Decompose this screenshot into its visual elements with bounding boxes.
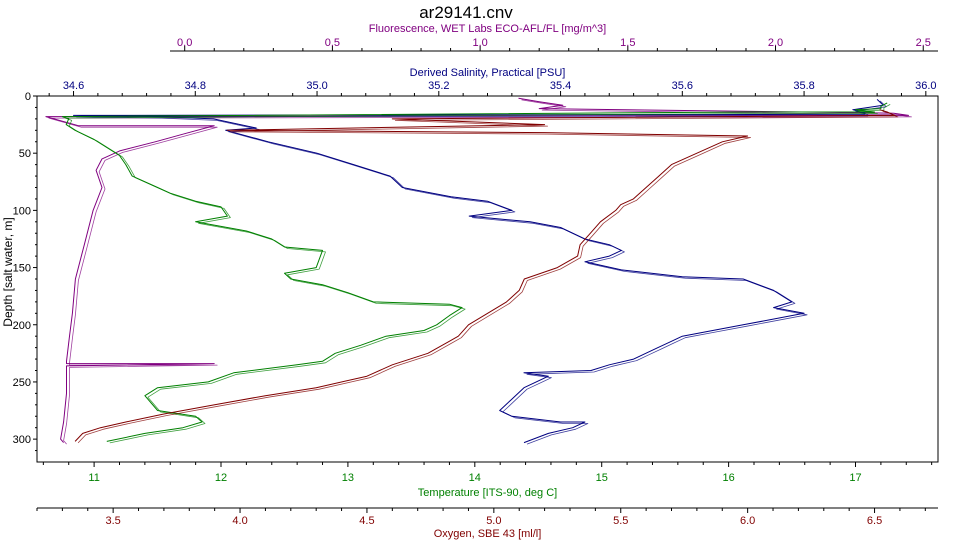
oxygen-axis-label: Oxygen, SBE 43 [ml/l] bbox=[434, 528, 542, 540]
chart-title: ar29141.cnv bbox=[419, 3, 513, 22]
oxygen-series bbox=[74, 109, 899, 444]
y-tick-label: 100 bbox=[13, 205, 31, 217]
y-tick-label: 150 bbox=[13, 263, 31, 275]
salinity-tick-label: 35.2 bbox=[428, 80, 449, 92]
axes-layer: 0 50 100 150 200 250 300 0.0 0.5 1.0 1.5 2.0 2.5 Fluo… bbox=[13, 23, 938, 540]
salinity-tick-label: 35.4 bbox=[550, 80, 571, 92]
temperature-tick-label: 13 bbox=[342, 472, 354, 484]
oxygen-tick-label: 3.5 bbox=[105, 515, 120, 527]
y-tick-label: 300 bbox=[13, 434, 31, 446]
salinity-series bbox=[73, 99, 887, 445]
fluorescence-axis: 0.0 0.5 1.0 1.5 2.0 2.5 Fluorescence, WET Labs… bbox=[170, 23, 938, 52]
y-tick-label: 250 bbox=[13, 377, 31, 389]
fluorescence-tick-label: 1.5 bbox=[620, 37, 635, 49]
oxygen-tick-label: 4.0 bbox=[232, 515, 247, 527]
oxygen-tick-label: 6.5 bbox=[867, 515, 882, 527]
salinity-trace-upcast bbox=[76, 100, 887, 445]
fluorescence-tick-label: 0.0 bbox=[177, 37, 192, 49]
fluorescence-tick-label: 0.5 bbox=[325, 37, 340, 49]
y-tick-label: 0 bbox=[25, 91, 31, 103]
series-layer bbox=[45, 97, 912, 445]
y-tick-label: 50 bbox=[19, 148, 31, 160]
salinity-axis-label: Derived Salinity, Practical [PSU] bbox=[410, 67, 566, 79]
temperature-axis-label: Temperature [ITS-90, deg C] bbox=[418, 487, 557, 499]
temperature-tick-label: 11 bbox=[88, 472, 99, 484]
oxygen-trace-upcast bbox=[77, 110, 899, 444]
temperature-tick-label: 16 bbox=[722, 472, 734, 484]
temperature-tick-label: 15 bbox=[596, 472, 608, 484]
salinity-tick-label: 34.6 bbox=[63, 80, 84, 92]
salinity-tick-label: 36.0 bbox=[915, 80, 936, 92]
temperature-tick-label: 14 bbox=[469, 472, 481, 484]
salinity-axis: 34.6 34.8 35.0 35.2 35.4 35.6 35.8 36.0 Derived … bbox=[48, 67, 937, 96]
fluorescence-tick-label: 2.5 bbox=[916, 37, 931, 49]
temperature-axis: 11 12 13 14 15 16 17 Temperature [ITS-90, deg C… bbox=[42, 462, 933, 499]
temperature-trace-upcast bbox=[65, 104, 891, 444]
oxygen-trace bbox=[74, 109, 896, 442]
salinity-tick-label: 35.8 bbox=[793, 80, 814, 92]
oxygen-tick-label: 6.0 bbox=[740, 515, 755, 527]
temperature-tick-label: 17 bbox=[849, 472, 861, 484]
y-axis-label: Depth [salt water, m] bbox=[1, 217, 15, 326]
oxygen-tick-label: 5.0 bbox=[486, 515, 501, 527]
fluorescence-tick-label: 1.0 bbox=[472, 37, 487, 49]
oxygen-tick-label: 4.5 bbox=[359, 515, 374, 527]
y-tick-label: 200 bbox=[13, 320, 31, 332]
plot-area bbox=[36, 95, 939, 463]
fluorescence-trace bbox=[45, 97, 909, 443]
fluorescence-tick-label: 2.0 bbox=[768, 37, 783, 49]
temperature-series bbox=[61, 102, 891, 444]
salinity-tick-label: 34.8 bbox=[185, 80, 206, 92]
oxygen-tick-label: 5.5 bbox=[613, 515, 628, 527]
fluorescence-series bbox=[45, 97, 912, 445]
temperature-tick-label: 12 bbox=[215, 472, 227, 484]
temperature-trace bbox=[61, 102, 888, 442]
fluorescence-axis-label: Fluorescence, WET Labs ECO-AFL/FL [mg/m^… bbox=[369, 23, 606, 35]
oxygen-axis: 3.5 4.0 4.5 5.0 5.5 6.0 6.5 Oxygen, SBE 43 [ml/… bbox=[36, 507, 938, 540]
salinity-tick-label: 35.6 bbox=[672, 80, 693, 92]
salinity-tick-label: 35.0 bbox=[306, 80, 327, 92]
fluorescence-trace-upcast bbox=[48, 99, 912, 445]
salinity-trace bbox=[73, 99, 884, 444]
